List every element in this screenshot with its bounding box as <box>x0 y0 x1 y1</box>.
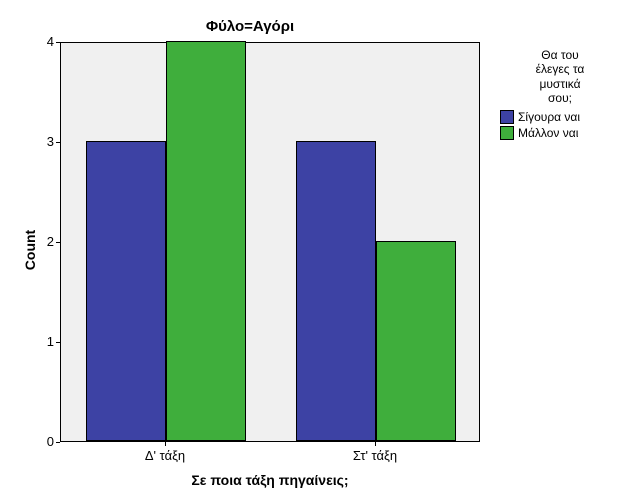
legend-item: Μάλλον ναι <box>500 126 620 140</box>
bar <box>166 41 246 441</box>
y-tick-label: 0 <box>14 434 54 449</box>
y-tick-mark <box>56 342 60 343</box>
chart-title: Φύλο=Αγόρι <box>0 18 500 35</box>
y-tick-label: 4 <box>14 34 54 49</box>
y-tick-mark <box>56 142 60 143</box>
legend-title: Θα τουέλεγες ταμυστικάσου; <box>500 48 620 106</box>
y-tick-label: 1 <box>14 334 54 349</box>
y-tick-mark <box>56 42 60 43</box>
x-tick-label: Δ' τάξη <box>145 448 185 463</box>
y-tick-label: 3 <box>14 134 54 149</box>
plot-area <box>60 42 480 442</box>
y-tick-mark <box>56 442 60 443</box>
legend-label: Μάλλον ναι <box>518 126 578 140</box>
bar <box>86 141 166 441</box>
legend-swatch <box>500 126 514 140</box>
legend-label: Σίγουρα ναι <box>518 110 580 124</box>
chart-container: Φύλο=Αγόρι Count Σε ποια τάξη πηγαίνεις;… <box>0 0 629 504</box>
bar <box>296 141 376 441</box>
legend: Θα τουέλεγες ταμυστικάσου; Σίγουρα ναι Μά… <box>500 48 620 142</box>
y-tick-mark <box>56 242 60 243</box>
x-axis-label: Σε ποια τάξη πηγαίνεις; <box>60 472 480 488</box>
y-tick-label: 2 <box>14 234 54 249</box>
legend-item: Σίγουρα ναι <box>500 110 620 124</box>
legend-swatch <box>500 110 514 124</box>
x-tick-mark <box>165 442 166 446</box>
x-tick-mark <box>375 442 376 446</box>
bar <box>376 241 456 441</box>
x-tick-label: Στ' τάξη <box>353 448 397 463</box>
